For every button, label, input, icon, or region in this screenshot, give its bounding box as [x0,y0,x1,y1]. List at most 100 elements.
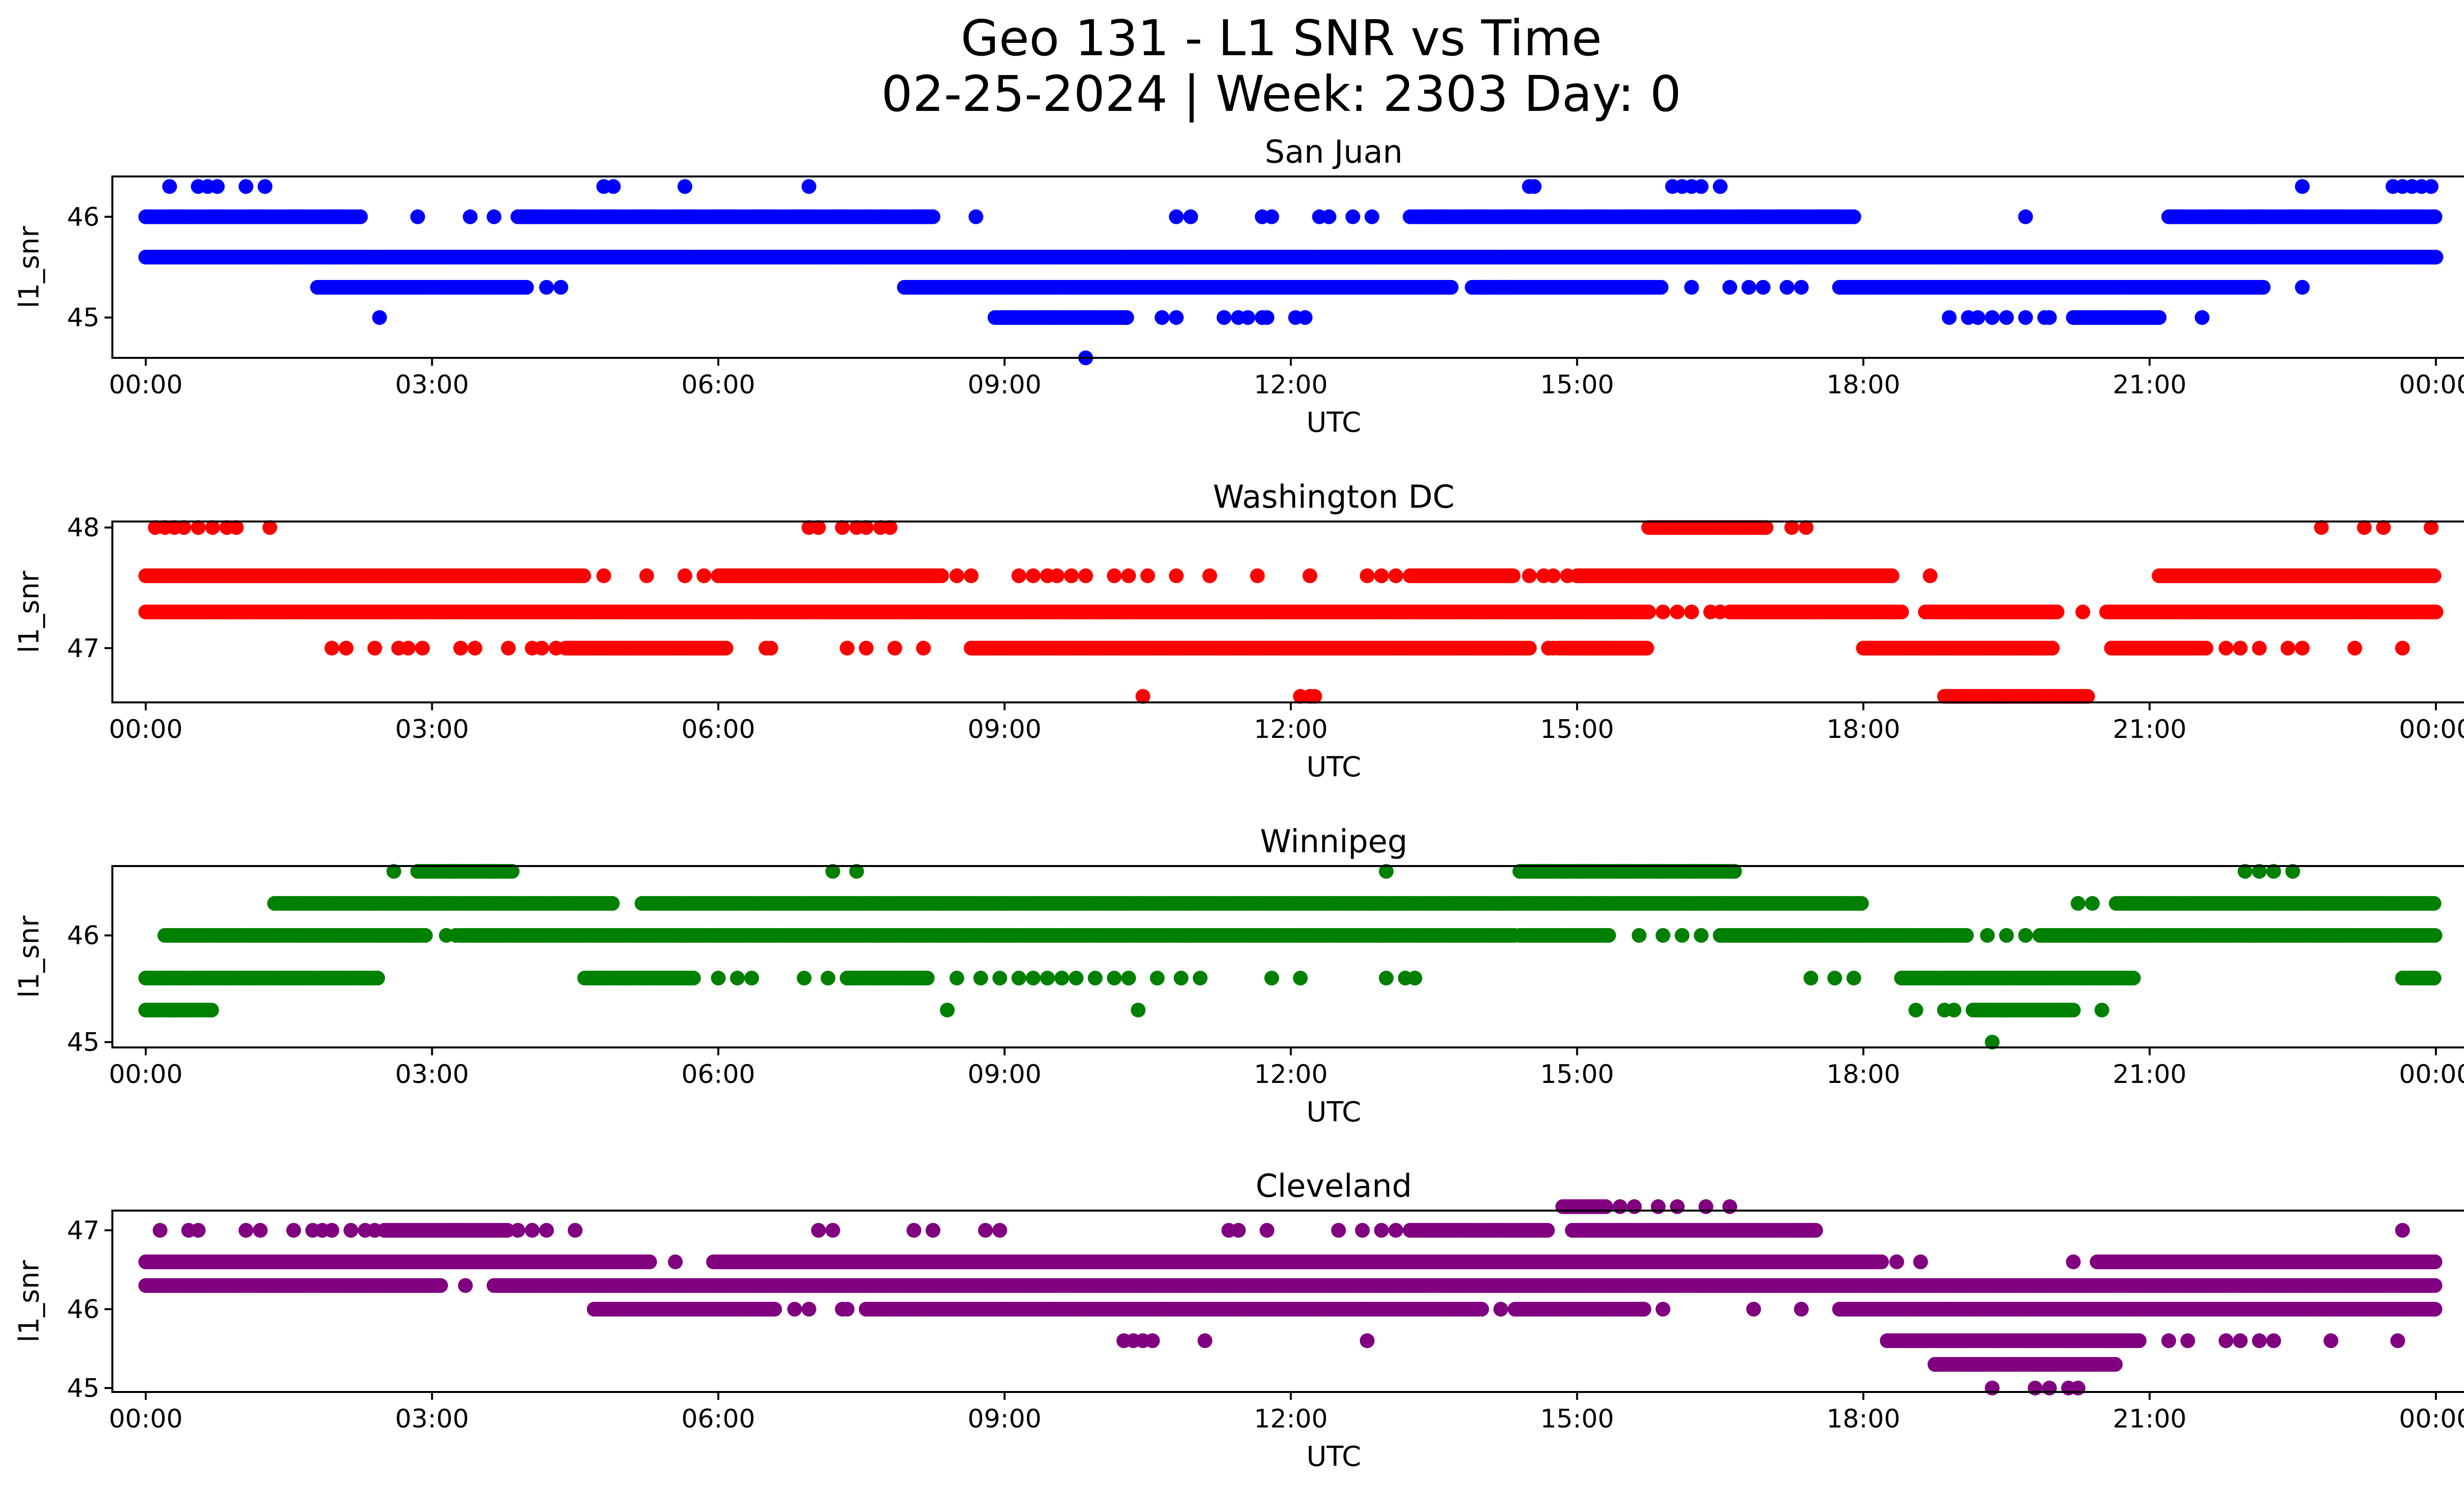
y-tick-label: 45 [67,303,100,333]
data-point [401,640,416,656]
data-point [2194,310,2210,325]
data-point [257,179,273,194]
data-point [2042,604,2057,620]
data-point [968,209,984,224]
data-point [1894,604,1909,620]
data-point [2294,640,2310,656]
data-point [2219,640,2233,656]
data-point [1374,568,1389,584]
data-point [1854,896,1869,911]
data-point [210,179,225,194]
data-point [1922,568,1938,584]
data-point [963,568,979,584]
data-point [1216,310,1232,325]
data-point [463,209,478,224]
data-point [486,209,502,224]
x-tick-label: 15:00 [1540,715,1614,744]
x-tick-label: 00:00 [2399,370,2464,400]
scatter-series [138,179,2443,365]
data-point [1121,568,1136,584]
x-tick-label: 03:00 [395,370,469,400]
x-axis-label: UTC [1306,407,1361,439]
data-point [1653,279,1669,295]
data-point [1183,209,1198,224]
data-point [1755,279,1771,295]
x-tick-label: 18:00 [1826,370,1900,400]
data-point [2070,896,2086,911]
data-point [2429,249,2443,265]
data-point [763,640,779,656]
data-point [1169,310,1184,325]
data-point [1250,568,1265,584]
data-point [1050,568,1064,584]
data-point [1169,209,1184,224]
data-point [162,179,177,194]
data-point [2395,640,2410,656]
data-point [1169,568,1184,584]
data-point [2428,209,2442,224]
data-point [2042,310,2057,325]
data-point [372,310,387,325]
data-point [639,568,654,584]
data-point [2198,640,2214,656]
data-point [1712,604,1728,620]
data-point [858,640,874,656]
data-point [2294,279,2310,295]
data-point [1522,568,1537,584]
data-point [1522,640,1537,656]
data-point [1970,310,1985,325]
data-point [1545,640,1561,656]
data-point [539,279,554,295]
data-point [2018,310,2033,325]
data-point [1527,179,1542,194]
y-axis-label: l1_snr [13,226,45,309]
data-point [605,896,620,911]
data-point [453,640,468,656]
data-point [467,640,482,656]
data-point [1503,279,1518,295]
data-point [2045,640,2060,656]
data-point [1388,568,1403,584]
data-point [916,640,931,656]
x-tick-label: 18:00 [1826,715,1900,744]
data-point [1985,310,2000,325]
data-point [677,179,692,194]
data-point [367,640,382,656]
data-point [2280,640,2295,656]
data-point [934,568,949,584]
data-point [1345,209,1361,224]
data-point [1119,310,1134,325]
data-point [840,640,855,656]
data-point [2152,310,2167,325]
data-point [1506,568,1521,584]
x-tick-label: 21:00 [2113,715,2187,744]
data-point [2294,179,2310,194]
x-tick-label: 00:00 [2399,715,2464,744]
data-point [925,209,941,224]
data-point [2427,568,2442,584]
data-point [553,279,569,295]
data-point [606,179,621,194]
scatter-series [138,520,2443,704]
data-point [1694,179,1709,194]
data-point [1999,310,2014,325]
data-point [418,928,433,943]
subplot-title: Washington DC [1213,479,1454,516]
data-point [2256,279,2271,295]
data-point [1712,179,1728,194]
scatter-series [138,864,2442,1050]
data-point [1365,209,1379,224]
data-point [1884,568,1900,584]
plot-frame [111,175,2464,359]
x-tick-label: 00:00 [109,715,183,744]
subplot-title: San Juan [1265,134,1403,171]
data-point [1360,568,1375,584]
data-point [1064,568,1079,584]
x-tick-label: 09:00 [968,715,1042,744]
data-point [887,640,902,656]
data-point [2347,640,2362,656]
